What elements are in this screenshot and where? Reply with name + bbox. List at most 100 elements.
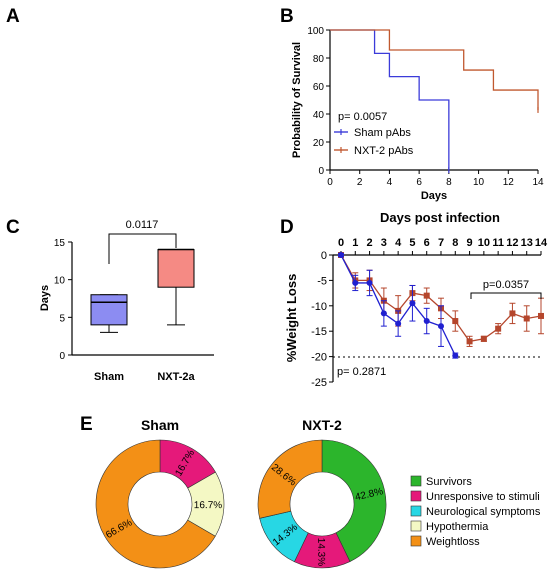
weightloss-x-tick-label: 13	[521, 237, 533, 249]
survival-x-tick-label: 10	[473, 177, 485, 188]
weightloss-x-tick-label: 12	[506, 237, 518, 249]
weightloss-x-tick-label: 14	[535, 237, 548, 249]
point-nxt2	[495, 325, 502, 332]
donut-title-nxt2: NXT-2	[302, 417, 342, 433]
weightloss-p-value-overall: p= 0.2871	[337, 366, 386, 378]
boxplot-category-sham: Sham	[94, 371, 124, 383]
legend-sham-label: Sham pAbs	[354, 127, 411, 139]
donut-slice-label: 16.7%	[194, 500, 223, 511]
boxplot-y-axis-title: Days	[39, 285, 51, 311]
legend-label: Survivors	[426, 476, 472, 488]
point-sham	[366, 279, 373, 286]
legend-swatch	[410, 475, 422, 487]
survival-chart: 0 20 40 60 80 100 0 2 4 6 8 10 12 14 Probability of …	[291, 26, 544, 202]
legend-swatch	[410, 505, 422, 517]
survival-curve-nxt2	[330, 29, 539, 110]
weightloss-x-tick-label: 7	[438, 237, 444, 249]
survival-x-tick-label: 14	[532, 177, 544, 188]
weightloss-x-tick-label: 10	[478, 237, 490, 249]
point-nxt2	[480, 335, 487, 342]
point-sham	[380, 310, 387, 317]
donut-legend: Survivors Unresponsive to stimuli Neurolog…	[410, 475, 541, 548]
weightloss-p-value-late: p=0.0357	[483, 279, 529, 291]
boxplot-y-tick-label: 10	[54, 276, 66, 287]
significance-bracket	[108, 233, 177, 264]
boxplot-y-tick-label: 5	[59, 313, 65, 324]
point-nxt2	[538, 312, 544, 319]
donut-title-sham: Sham	[141, 417, 179, 433]
legend-swatch	[410, 490, 422, 502]
boxplot-chart: 0 5 10 15 Days Sham NXT-2a 0.0117	[39, 219, 214, 383]
donut-slice-label: 14.3%	[315, 538, 326, 567]
legend-label: Hypothermia	[426, 521, 489, 533]
survival-x-tick-label: 6	[416, 177, 422, 188]
survival-y-tick-label: 60	[313, 82, 325, 93]
legend-swatch	[410, 535, 422, 547]
survival-y-tick-label: 80	[313, 54, 325, 65]
point-nxt2	[523, 315, 530, 322]
point-nxt2	[466, 338, 473, 345]
box-nxt2a	[157, 249, 195, 288]
panel-label-a: A	[6, 6, 20, 27]
weightloss-y-tick-label: -15	[311, 326, 327, 338]
survival-curve-sham	[330, 29, 450, 170]
weightloss-x-tick-label: 2	[367, 237, 373, 249]
point-nxt2	[452, 318, 459, 325]
point-sham	[395, 320, 402, 327]
survival-y-tick-label: 20	[313, 138, 325, 149]
survival-x-axis-title: Days	[421, 190, 447, 202]
donut-slice-weightloss	[257, 439, 323, 519]
box-sham	[90, 294, 128, 326]
survival-x-tick-label: 4	[387, 177, 393, 188]
weightloss-x-tick-label: 11	[492, 237, 504, 249]
survival-y-tick-label: 100	[307, 26, 324, 37]
point-nxt2	[509, 310, 516, 317]
weightloss-y-tick-label: -20	[311, 352, 327, 364]
legend-label: Neurological symptoms	[426, 506, 541, 518]
donut-slice-weightloss	[95, 439, 216, 569]
weightloss-x-tick-label: 0	[338, 237, 344, 249]
survival-y-tick-label: 40	[313, 110, 325, 121]
panel-label-c: C	[6, 217, 20, 238]
boxplot-category-nxt2a: NXT-2a	[157, 371, 195, 383]
weightloss-x-tick-label: 4	[395, 237, 402, 249]
donut-slice-survivors	[321, 439, 387, 562]
survival-p-value: p= 0.0057	[338, 111, 387, 123]
point-sham	[409, 300, 416, 307]
weightloss-y-tick-label: -5	[317, 275, 327, 287]
weightloss-x-tick-label: 1	[352, 237, 358, 249]
weightloss-x-tick-label: 5	[409, 237, 415, 249]
panel-label-e: E	[80, 414, 93, 435]
survival-x-tick-label: 2	[357, 177, 363, 188]
weightloss-x-tick-label: 6	[424, 237, 430, 249]
weightloss-y-axis-title: %Weight Loss	[284, 274, 299, 363]
donut-charts: Sham NXT-2 16.7%16.7%66.6%42.8%14.3%14.3…	[95, 417, 541, 569]
boxplot-y-tick-label: 15	[54, 238, 66, 249]
panel-label-d: D	[280, 217, 294, 238]
survival-y-axis-title: Probability of Survival	[291, 42, 303, 158]
survival-x-tick-label: 0	[327, 177, 333, 188]
legend-label: Weightloss	[426, 536, 480, 548]
boxplot-y-tick-label: 0	[59, 351, 65, 362]
survival-legend: Sham pAbs NXT-2 pAbs	[334, 127, 414, 157]
weightloss-y-tick-label: 0	[321, 250, 327, 262]
weightloss-y-tick-label: -10	[311, 301, 327, 313]
weightloss-title: Days post infection	[380, 210, 500, 225]
weightloss-y-tick-label: -25	[311, 377, 327, 389]
survival-y-tick-label: 0	[318, 166, 324, 177]
boxplot-p-value: 0.0117	[126, 219, 159, 231]
legend-nxt2-label: NXT-2 pAbs	[354, 145, 414, 157]
point-sham	[423, 318, 430, 325]
point-nxt2	[423, 292, 430, 299]
panel-label-b: B	[280, 6, 294, 27]
point-sham	[452, 352, 459, 359]
weightloss-x-tick-label: 9	[467, 237, 473, 249]
survival-x-tick-label: 12	[503, 177, 515, 188]
legend-swatch	[410, 520, 422, 532]
legend-label: Unresponsive to stimuli	[426, 491, 540, 503]
survival-x-tick-label: 8	[446, 177, 452, 188]
weightloss-x-tick-label: 8	[452, 237, 458, 249]
weightloss-x-tick-label: 3	[381, 237, 387, 249]
